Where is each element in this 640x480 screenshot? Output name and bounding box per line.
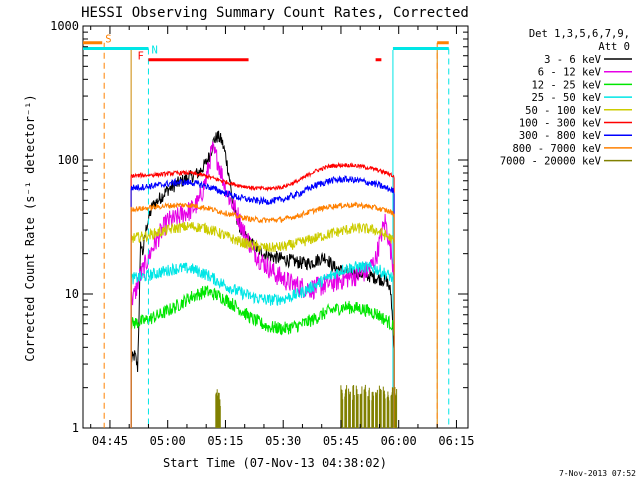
legend-entry-5: 100 - 300 keV (519, 118, 632, 130)
series-4 (130, 222, 395, 428)
series-trace-7 (130, 201, 395, 428)
series-1 (130, 141, 395, 428)
plot-frame (82, 25, 469, 429)
legend-label-4: 50 - 100 keV (525, 105, 602, 117)
timestamp: 7-Nov-2013 07:52 (559, 469, 636, 478)
flag-label-s: S (105, 34, 111, 46)
x-tick-label-1: 05:00 (150, 434, 186, 448)
x-axis-label: Start Time (07-Nov-13 04:38:02) (163, 456, 387, 470)
legend-entry-8: 7000 - 20000 keV (500, 156, 632, 168)
legend-entry-6: 300 - 800 keV (519, 130, 632, 142)
x-tick-label-2: 05:15 (207, 434, 243, 448)
y-tick-label-0: 1 (72, 421, 79, 435)
series-layer (130, 50, 438, 428)
y-tick-label-2: 100 (57, 153, 79, 167)
legend-label-6: 300 - 800 keV (519, 130, 602, 142)
legend-entry-0: 3 - 6 keV (544, 54, 632, 66)
x-tick-label-4: 05:45 (323, 434, 359, 448)
legend-label-7: 800 - 7000 keV (512, 143, 601, 155)
series-trace-8 (215, 384, 398, 428)
series-trace-3 (130, 261, 395, 428)
legend-entry-1: 6 - 12 keV (538, 67, 632, 79)
series-trace-5 (130, 161, 395, 428)
series-trace-6 (130, 174, 395, 428)
legend-entry-3: 25 - 50 keV (531, 92, 632, 104)
y-tick-label-3: 1000 (50, 19, 79, 33)
legend-header-attenuator: Att 0 (598, 41, 630, 53)
series-7 (130, 201, 395, 428)
plot-area (82, 25, 469, 429)
series-5 (130, 161, 395, 428)
legend-label-2: 12 - 25 keV (531, 79, 601, 91)
series-trace-4 (130, 222, 395, 428)
y-tick-label-1: 10 (65, 287, 79, 301)
flag-label-f: F (137, 51, 143, 63)
legend-label-8: 7000 - 20000 keV (500, 156, 602, 168)
x-tick-label-5: 06:00 (381, 434, 417, 448)
legend-label-3: 25 - 50 keV (531, 92, 601, 104)
series-2 (130, 285, 395, 428)
series-trace-1 (130, 141, 395, 428)
series-8 (215, 384, 398, 428)
flag-layer: S NF (83, 34, 450, 428)
legend-entry-2: 12 - 25 keV (531, 79, 632, 91)
series-3 (130, 261, 395, 428)
legend-entry-4: 50 - 100 keV (525, 105, 632, 117)
y-axis-label: Corrected Count Rate (s⁻¹ detector⁻¹) (23, 94, 37, 361)
legend-header-detectors: Det 1,3,5,6,7,9, (529, 28, 630, 40)
legend-label-5: 100 - 300 keV (519, 118, 602, 130)
x-tick-label-6: 06:15 (438, 434, 474, 448)
chart-title: HESSI Observing Summary Count Rates, Cor… (81, 5, 469, 21)
x-tick-label-0: 04:45 (92, 434, 128, 448)
flag-label-n: N (151, 44, 157, 56)
legend-label-1: 6 - 12 keV (538, 67, 602, 79)
series-trace-2 (130, 285, 395, 428)
legend-label-0: 3 - 6 keV (544, 54, 602, 66)
x-tick-label-3: 05:30 (265, 434, 301, 448)
axes-layer: 04:45 05:00 05:15 05:30 05:45 06:00 06:15 1 10 10… (50, 19, 474, 448)
legend-entry-7: 800 - 7000 keV (512, 143, 632, 155)
series-6 (130, 174, 395, 428)
